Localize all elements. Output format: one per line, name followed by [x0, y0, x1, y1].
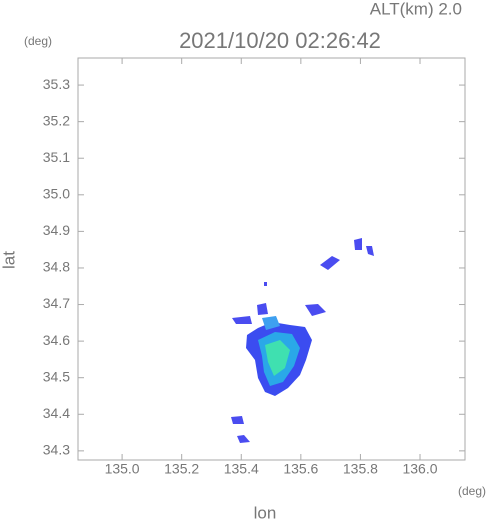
x-tick-label: 136.0	[402, 461, 437, 477]
y-tick-label: 34.9	[43, 222, 70, 238]
subtitle: ALT(km) 2.0	[370, 0, 462, 18]
y-tick-label: 34.4	[43, 405, 70, 421]
radar-echo-core	[265, 340, 290, 376]
y-tick-label: 34.6	[43, 332, 70, 348]
y-tick-label: 35.2	[43, 112, 70, 128]
y-tick-label: 34.5	[43, 368, 70, 384]
y-axis-label: lat	[0, 251, 18, 269]
x-tick-label: 135.4	[224, 461, 259, 477]
radar-echo	[231, 416, 244, 424]
y-tick-label: 34.7	[43, 295, 70, 311]
radar-echo	[232, 316, 252, 324]
y-tick-label: 34.8	[43, 259, 70, 275]
radar-echo	[262, 316, 280, 330]
x-tick-label: 135.0	[105, 461, 140, 477]
radar-echo	[257, 303, 268, 315]
x-axis-label: lon	[254, 503, 277, 521]
radar-echoes	[231, 238, 374, 443]
y-unit: (deg)	[24, 34, 52, 48]
radar-echo	[366, 246, 374, 256]
y-tick-label: 35.1	[43, 149, 70, 165]
x-tick-label: 135.2	[164, 461, 199, 477]
chart-title: 2021/10/20 02:26:42	[179, 28, 381, 53]
y-tick-label: 35.0	[43, 186, 70, 202]
radar-echo	[305, 304, 326, 316]
y-tick-label: 35.3	[43, 76, 70, 92]
x-unit: (deg)	[458, 484, 486, 498]
radar-echo	[237, 435, 250, 443]
x-tick-label: 135.6	[283, 461, 318, 477]
radar-echo	[354, 238, 362, 250]
plot-frame	[77, 57, 466, 461]
y-tick-label: 34.3	[43, 442, 70, 458]
radar-echo	[320, 256, 340, 270]
x-tick-label: 135.8	[343, 461, 378, 477]
radar-echo	[264, 282, 267, 286]
